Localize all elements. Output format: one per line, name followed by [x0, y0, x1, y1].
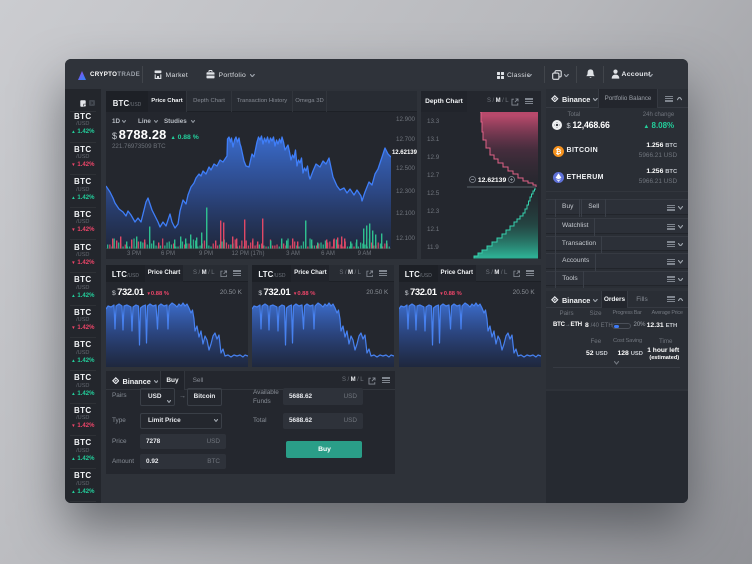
svg-text:₿: ₿: [556, 148, 562, 156]
